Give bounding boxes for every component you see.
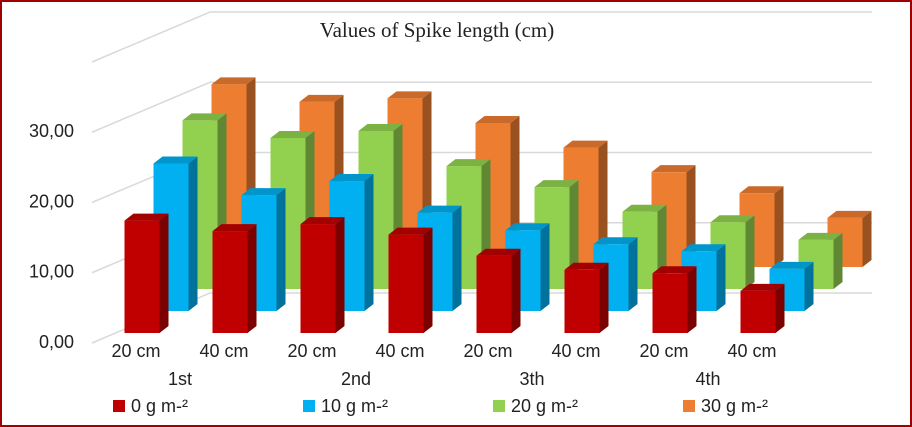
bar-top — [740, 283, 785, 291]
bars — [124, 77, 872, 333]
x-tick-label: 20 cm — [111, 341, 160, 361]
bar-side — [364, 174, 374, 311]
bar-side — [452, 205, 462, 311]
bar-top — [563, 140, 608, 148]
bar-side — [687, 266, 697, 333]
bar-side — [804, 261, 814, 311]
bar-top — [534, 180, 579, 188]
bar-top — [739, 186, 784, 194]
bar-side — [511, 248, 521, 333]
bar-top — [651, 165, 696, 173]
legend-label: 10 g m-² — [321, 396, 388, 416]
bar-top — [241, 188, 286, 196]
y-tick-label: 10,00 — [29, 262, 74, 282]
bar — [388, 234, 424, 333]
legend-swatch — [493, 400, 505, 412]
bar-top — [124, 213, 169, 221]
bar-top — [827, 210, 872, 218]
bar-top — [622, 204, 667, 212]
bar-top — [593, 237, 638, 245]
legend-label: 20 g m-² — [511, 396, 578, 416]
bar — [124, 220, 160, 333]
bar-top — [417, 205, 462, 213]
bar-top — [211, 77, 256, 85]
bar-side — [716, 244, 726, 311]
group-label: 1st — [168, 369, 192, 389]
bar-top — [476, 248, 521, 256]
bar-top — [387, 91, 432, 99]
bar-top — [769, 261, 814, 269]
bar — [300, 224, 336, 333]
bar-side — [628, 237, 638, 311]
group-label: 2nd — [341, 369, 371, 389]
x-tick-label: 40 cm — [375, 341, 424, 361]
bar-side — [833, 232, 843, 289]
bar — [652, 273, 688, 333]
bar-top — [329, 174, 374, 182]
grid-line — [91, 81, 872, 133]
bar-side — [686, 165, 696, 267]
legend-label: 30 g m-² — [701, 396, 768, 416]
bar-top — [299, 94, 344, 102]
x-tick-label: 20 cm — [287, 341, 336, 361]
bar-top — [182, 113, 227, 121]
group-label: 3th — [519, 369, 544, 389]
x-tick-label: 40 cm — [199, 341, 248, 361]
chart-title: Values of Spike length (cm) — [320, 18, 554, 42]
bar-top — [475, 115, 520, 123]
bar-top — [798, 232, 843, 240]
bar-side — [862, 210, 872, 267]
y-tick-label: 0,00 — [39, 332, 74, 352]
x-tick-label: 40 cm — [727, 341, 776, 361]
bar-side — [423, 227, 433, 333]
legend-swatch — [303, 400, 315, 412]
bar-top — [212, 224, 257, 232]
bar-top — [300, 217, 345, 225]
bar-top — [564, 262, 609, 270]
bar-top — [681, 244, 726, 252]
bar-side — [276, 188, 286, 311]
bar-side — [335, 217, 345, 333]
bar-side — [598, 140, 608, 267]
bar-top — [505, 223, 550, 231]
group-label: 4th — [695, 369, 720, 389]
bar-side — [247, 224, 257, 333]
y-tick-label: 20,00 — [29, 191, 74, 211]
bar-side — [540, 223, 550, 311]
bar-side — [159, 213, 169, 333]
bar-side — [774, 186, 784, 267]
bar-top — [270, 130, 315, 138]
legend-swatch — [683, 400, 695, 412]
bar — [476, 255, 512, 333]
bar — [212, 231, 248, 333]
bar — [740, 290, 776, 333]
bar-side — [745, 215, 755, 289]
bar-side — [599, 262, 609, 333]
x-tick-label: 20 cm — [639, 341, 688, 361]
y-tick-label: 30,00 — [29, 121, 74, 141]
bar-top — [652, 266, 697, 274]
x-tick-label: 20 cm — [463, 341, 512, 361]
bar-top — [446, 159, 491, 167]
bar-side — [188, 156, 198, 311]
bar-top — [388, 227, 433, 235]
bar-top — [358, 123, 403, 131]
grid-line — [91, 11, 872, 63]
bar-top — [153, 156, 198, 164]
x-tick-label: 40 cm — [551, 341, 600, 361]
bar-side — [569, 180, 579, 289]
bar — [564, 269, 600, 333]
legend-swatch — [113, 400, 125, 412]
bar-side — [775, 283, 785, 333]
bar-top — [710, 215, 755, 223]
legend-label: 0 g m-² — [131, 396, 188, 416]
